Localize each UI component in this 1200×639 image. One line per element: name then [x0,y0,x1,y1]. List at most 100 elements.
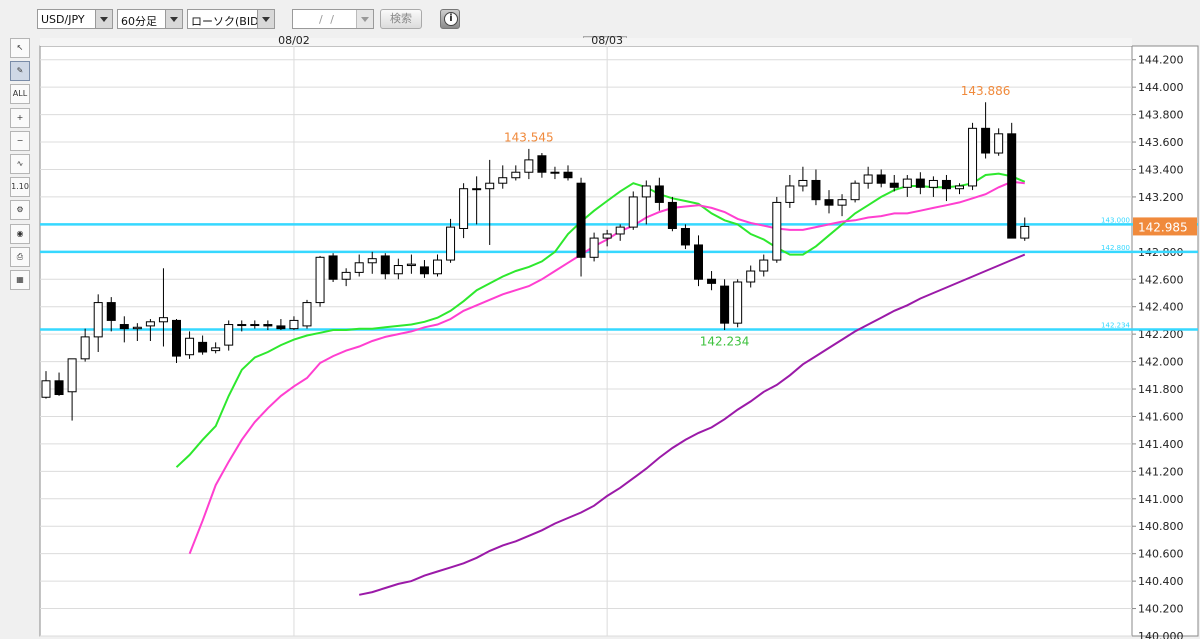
level-label: 142.800 [1101,244,1130,252]
y-tick-label: 142.400 [1138,301,1184,314]
candle-body [41,380,51,398]
chevron-down-icon[interactable] [165,10,182,28]
search-button[interactable]: 検索 [380,9,422,29]
candle-body [459,188,469,229]
numbers-icon[interactable]: 1.10 [10,177,30,197]
candle-body [132,326,142,330]
candle-body [289,319,299,330]
pair-select[interactable]: USD/JPY [37,9,113,29]
moving-average-line [358,253,1026,596]
price-annotation: 142.234 [700,334,750,348]
candle-body [1007,133,1017,239]
current-price-label: 142.985 [1138,220,1188,234]
chart-type-select[interactable]: ローソク(BID) [187,9,275,29]
info-button[interactable]: i [440,9,460,29]
tool-sidebar: ↖ ✎ ALL + − ∿ 1.10 ⚙ ◉ ⎙ ▦ [10,38,32,293]
y-tick-label: 142.600 [1138,273,1184,286]
y-tick-label: 144.200 [1138,54,1184,67]
date-label: 08/03 [591,34,623,47]
toolbar: USD/JPY 60分足 ローソク(BID) / / 検索 i [0,0,1200,34]
candle-body [654,185,664,203]
candle-body [824,199,834,206]
zoom-out-icon[interactable]: − [10,131,30,151]
candle-body [498,177,508,184]
candle-body [211,347,221,352]
candle-body [250,324,260,327]
candle-body [863,174,873,184]
y-tick-label: 141.600 [1138,410,1184,423]
moving-average-line [175,172,1026,468]
candle-body [472,188,482,191]
candle-body [720,285,730,324]
candle-body [263,324,273,327]
date-input[interactable]: / / [292,9,374,29]
erase-all-icon[interactable]: ALL [10,84,30,104]
candle-body [811,179,821,201]
current-price-badge [1133,217,1197,236]
candle-body [563,171,573,179]
candle-body [550,171,560,174]
candle-body [994,133,1004,154]
candle-body [628,196,638,228]
candle-body [941,179,951,190]
candle-body [67,358,77,393]
candle-body [902,178,912,188]
eye-icon[interactable]: ◉ [10,224,30,244]
candle-body [746,270,756,283]
candle-body [968,127,978,187]
candle-body [419,266,429,275]
candle-body [302,302,312,327]
y-tick-label: 140.600 [1138,548,1184,561]
y-tick-label: 141.200 [1138,465,1184,478]
candle-body [759,259,769,272]
level-label: 142.234 [1101,321,1130,329]
candle-body [850,182,860,201]
candle-body [276,325,286,330]
settings-icon[interactable]: ⚙ [10,200,30,220]
chart-type-value: ローソク(BID) [191,15,263,28]
timeframe-select[interactable]: 60分足 [117,9,183,29]
candle-body [80,336,90,360]
date-axis [40,38,1132,46]
cursor-icon[interactable]: ↖ [10,38,30,58]
candle-body [680,227,690,246]
y-tick-label: 140.000 [1138,630,1184,639]
candle-body [485,182,495,190]
candle-body [145,321,155,327]
candle-body [393,265,403,275]
candle-body [915,178,925,188]
candle-body [928,179,938,188]
candle-body [237,324,247,327]
candle-body [511,171,521,179]
y-tick-label: 142.000 [1138,356,1184,369]
chevron-down-icon[interactable] [95,10,112,28]
candle-body [524,159,534,173]
candle-body [694,244,703,280]
candle-body [93,302,103,338]
chevron-down-icon[interactable] [257,10,274,28]
candle-body [707,278,717,284]
zoom-in-icon[interactable]: + [10,108,30,128]
candle-body [837,199,847,206]
candle-body [641,185,651,198]
pencil-icon[interactable]: ✎ [10,61,30,81]
print-icon[interactable]: ⎙ [10,247,30,267]
candle-body [889,182,899,188]
candle-body [54,380,64,396]
y-tick-label: 142.200 [1138,328,1184,341]
candle-body [733,281,743,324]
y-tick-label: 143.400 [1138,163,1184,176]
indicator-icon[interactable]: ∿ [10,154,30,174]
info-icon: i [444,12,458,26]
candle-body [172,319,181,357]
price-annotation: 143.545 [504,131,554,145]
candle-body [367,258,377,264]
plot-area [39,45,1133,637]
chevron-down-icon[interactable] [356,10,373,28]
candle-body [798,179,808,187]
candle-body [602,233,612,239]
candle-body [185,337,195,356]
y-tick-label: 144.000 [1138,81,1184,94]
y-tick-label: 140.800 [1138,520,1184,533]
table-icon[interactable]: ▦ [10,270,30,290]
